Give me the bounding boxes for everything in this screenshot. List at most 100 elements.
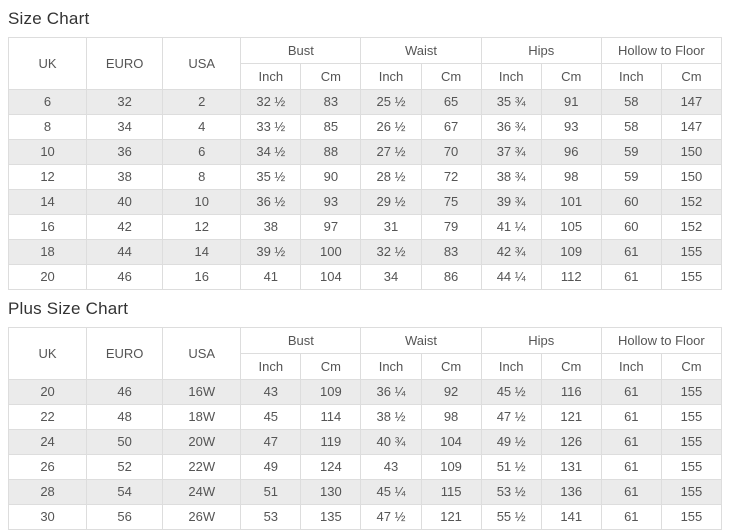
size-cell: 2 <box>162 89 242 115</box>
size-cell: 8 <box>162 164 242 190</box>
size-cell: 104 <box>300 264 362 290</box>
size-cell: 16 <box>162 264 242 290</box>
size-cell: 60 <box>600 189 662 215</box>
header-row-units: Inch Cm Inch Cm Inch Cm Inch Cm <box>9 63 723 90</box>
size-cell: 65 <box>420 89 482 115</box>
size-chart-title: Size Chart <box>8 9 90 28</box>
table-row: 8 34 4 33 ½ 85 26 ½ 67 36 ¾ 93 58 147 <box>7 114 723 140</box>
size-cell: 42 <box>86 214 164 240</box>
size-cell: 22W <box>162 454 242 480</box>
size-cell: 67 <box>420 114 482 140</box>
size-cell: 60 <box>600 214 662 240</box>
table-row: 18 44 14 39 ½ 100 32 ½ 83 42 ¾ 109 61 155 <box>7 239 723 265</box>
size-cell: 86 <box>420 264 482 290</box>
column-header-uk: UK <box>7 327 88 380</box>
size-cell: 155 <box>660 504 723 530</box>
size-cell: 43 <box>240 379 302 405</box>
table-row: 12 38 8 35 ½ 90 28 ½ 72 38 ¾ 98 59 150 <box>7 164 723 190</box>
table-row: 20 46 16 41 104 34 86 44 ¼ 112 61 155 <box>7 264 723 290</box>
size-cell: 33 ½ <box>240 114 302 140</box>
size-cell: 92 <box>420 379 482 405</box>
size-cell: 46 <box>86 264 164 290</box>
unit-header-inch: Inch <box>600 353 662 380</box>
size-cell: 59 <box>600 139 662 165</box>
size-cell: 44 <box>86 239 164 265</box>
size-cell: 155 <box>660 239 723 265</box>
size-cell: 35 ½ <box>240 164 302 190</box>
size-cell: 22 <box>7 404 88 430</box>
size-cell: 141 <box>540 504 602 530</box>
size-cell: 38 ¾ <box>480 164 542 190</box>
size-cell: 40 ¾ <box>360 429 422 455</box>
size-cell: 45 <box>240 404 302 430</box>
size-cell: 40 <box>86 189 164 215</box>
size-cell: 119 <box>300 429 362 455</box>
size-cell: 98 <box>420 404 482 430</box>
size-cell: 10 <box>162 189 242 215</box>
size-cell: 96 <box>540 139 602 165</box>
size-cell: 50 <box>86 429 164 455</box>
table-row: 16 42 12 38 97 31 79 41 ¼ 105 60 152 <box>7 214 723 240</box>
size-cell: 147 <box>660 89 723 115</box>
size-cell: 152 <box>660 189 723 215</box>
table-row: 28 54 24W 51 130 45 ¼ 115 53 ½ 136 61 155 <box>7 479 723 505</box>
size-cell: 109 <box>420 454 482 480</box>
size-cell: 26 <box>7 454 88 480</box>
size-cell: 26 ½ <box>360 114 422 140</box>
size-cell: 6 <box>7 89 88 115</box>
size-cell: 14 <box>162 239 242 265</box>
size-cell: 34 ½ <box>240 139 302 165</box>
unit-header-inch: Inch <box>240 353 302 380</box>
size-cell: 24 <box>7 429 88 455</box>
size-cell: 32 ½ <box>360 239 422 265</box>
header-row-groups: UK EURO USA Bust Waist Hips Hollow to Floor <box>7 327 723 380</box>
size-cell: 93 <box>540 114 602 140</box>
size-cell: 59 <box>600 164 662 190</box>
group-header-bust: Bust <box>240 37 362 64</box>
size-cell: 34 <box>86 114 164 140</box>
size-cell: 32 <box>86 89 164 115</box>
size-cell: 18 <box>7 239 88 265</box>
size-cell: 61 <box>600 404 662 430</box>
size-cell: 58 <box>600 89 662 115</box>
size-cell: 26W <box>162 504 242 530</box>
unit-header-inch: Inch <box>480 353 542 380</box>
plus-size-chart-title: Plus Size Chart <box>8 299 129 318</box>
size-cell: 90 <box>300 164 362 190</box>
header-row-units: Inch Cm Inch Cm Inch Cm Inch Cm <box>9 353 723 380</box>
size-cell: 47 ½ <box>480 404 542 430</box>
size-cell: 61 <box>600 379 662 405</box>
size-cell: 45 ½ <box>480 379 542 405</box>
size-cell: 16 <box>7 214 88 240</box>
size-cell: 4 <box>162 114 242 140</box>
size-cell: 72 <box>420 164 482 190</box>
unit-header-inch: Inch <box>360 353 422 380</box>
group-header-bust: Bust <box>240 327 362 354</box>
table-row: 10 36 6 34 ½ 88 27 ½ 70 37 ¾ 96 59 150 <box>7 139 723 165</box>
size-cell: 58 <box>600 114 662 140</box>
size-chart-section: Size Chart UK EURO USA Bust Waist Hips Hollow … <box>7 0 723 290</box>
size-cell: 46 <box>86 379 164 405</box>
size-cell: 91 <box>540 89 602 115</box>
size-cell: 116 <box>540 379 602 405</box>
size-cell: 45 ¼ <box>360 479 422 505</box>
size-cell: 12 <box>162 214 242 240</box>
size-cell: 24W <box>162 479 242 505</box>
size-cell: 30 <box>7 504 88 530</box>
size-cell: 44 ¼ <box>480 264 542 290</box>
plus-size-chart-section: Plus Size Chart UK EURO USA Bust Waist Hips Ho… <box>7 290 723 530</box>
size-cell: 105 <box>540 214 602 240</box>
unit-header-inch: Inch <box>600 63 662 90</box>
size-cell: 104 <box>420 429 482 455</box>
unit-header-inch: Inch <box>240 63 302 90</box>
column-header-usa: USA <box>162 327 242 380</box>
size-cell: 97 <box>300 214 362 240</box>
size-cell: 20 <box>7 264 88 290</box>
size-cell: 48 <box>86 404 164 430</box>
size-cell: 112 <box>540 264 602 290</box>
unit-header-cm: Cm <box>300 63 362 90</box>
size-cell: 53 <box>240 504 302 530</box>
size-cell: 124 <box>300 454 362 480</box>
column-header-uk: UK <box>7 37 88 90</box>
size-cell: 47 <box>240 429 302 455</box>
